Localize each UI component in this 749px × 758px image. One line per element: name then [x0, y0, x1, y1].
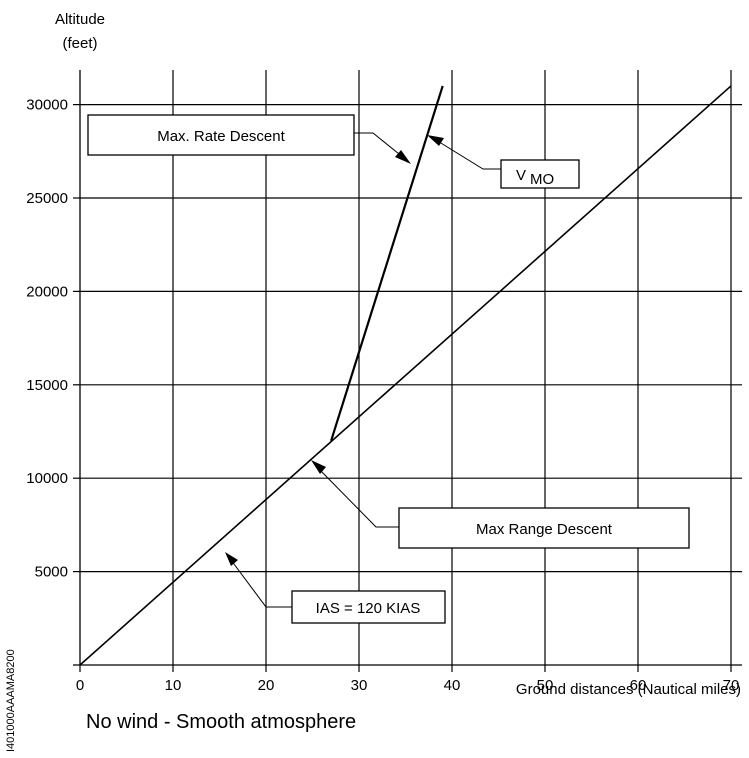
x-tick-label-0: 0: [76, 677, 84, 694]
vmo-label-main: V: [516, 167, 526, 184]
vmo-arrowhead: [427, 135, 444, 146]
y-tick-label-20000: 20000: [26, 283, 68, 300]
max-rate-arrowhead: [395, 150, 411, 164]
series-line-max-range-descent: [79, 85, 732, 666]
axes: [73, 70, 742, 672]
y-tick-labels: 5000 10000 15000 20000 25000 30000: [26, 97, 68, 581]
max-range-label: Max Range Descent: [476, 521, 613, 538]
ias-leader: [230, 559, 292, 608]
y-tick-label-10000: 10000: [26, 470, 68, 487]
ias-arrowhead: [225, 552, 238, 566]
annotation-vmo: V MO: [427, 135, 580, 189]
series-lines: [79, 85, 732, 666]
series-line-max-rate-descent: [330, 85, 444, 442]
vmo-label-sub: MO: [530, 171, 554, 188]
annotation-ias: IAS = 120 KIAS: [225, 552, 446, 624]
y-tick-label-25000: 25000: [26, 190, 68, 207]
x-tick-labels: 0 10 20 30 40 50 60 70: [76, 677, 740, 694]
footnote: No wind - Smooth atmosphere: [86, 711, 356, 733]
x-tick-label-10: 10: [165, 677, 182, 694]
y-tick-label-15000: 15000: [26, 377, 68, 394]
max-rate-leader: [354, 132, 405, 159]
max-range-box: [398, 507, 690, 549]
vmo-box: [500, 159, 580, 189]
y-axis-label-line1: Altitude: [55, 11, 105, 28]
annotation-max-rate: Max. Rate Descent: [87, 114, 411, 164]
x-tick-label-20: 20: [258, 677, 275, 694]
x-tick-label-70: 70: [723, 677, 740, 694]
y-axis-label-line2: (feet): [62, 35, 97, 52]
x-axis-label: Ground distances (Nautical miles): [516, 681, 741, 698]
max-rate-label: Max. Rate Descent: [157, 128, 285, 145]
max-rate-box: [87, 114, 355, 156]
x-tick-label-40: 40: [444, 677, 461, 694]
ias-box: [291, 590, 446, 624]
vmo-label: V MO: [516, 167, 554, 188]
y-tick-label-30000: 30000: [26, 97, 68, 114]
x-tick-label-50: 50: [537, 677, 554, 694]
max-range-leader: [317, 467, 399, 528]
y-tick-label-5000: 5000: [35, 564, 68, 581]
x-tick-label-60: 60: [630, 677, 647, 694]
ias-label: IAS = 120 KIAS: [316, 600, 421, 617]
vmo-leader: [435, 139, 501, 170]
figure-code: I401000AAAMA8200: [5, 649, 17, 752]
x-tick-label-30: 30: [351, 677, 368, 694]
annotation-max-range: Max Range Descent: [311, 460, 690, 549]
max-range-arrowhead: [311, 460, 326, 474]
